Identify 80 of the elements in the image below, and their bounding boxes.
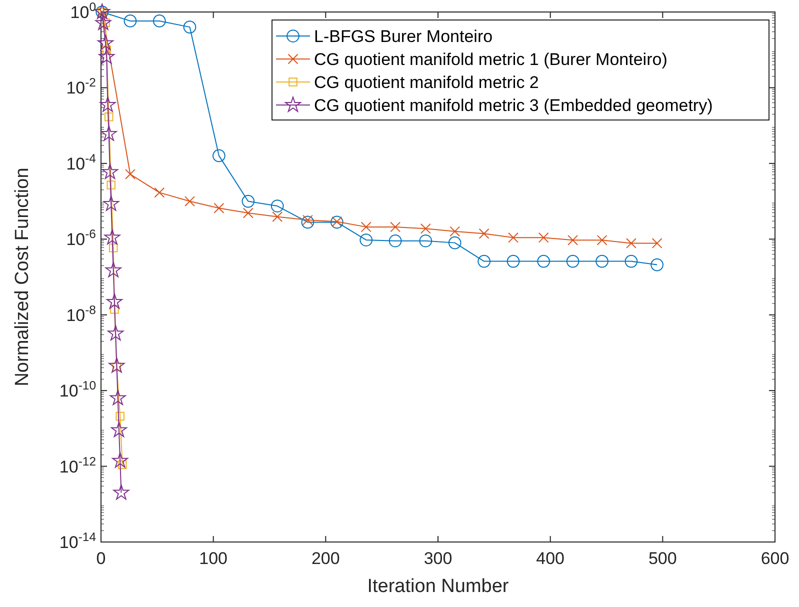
- point: [270, 200, 284, 212]
- point: [98, 48, 115, 64]
- point: [478, 254, 490, 268]
- x-axis-title: Iteration Number: [367, 576, 510, 597]
- point: [242, 194, 255, 208]
- point: [302, 214, 313, 226]
- point: [108, 357, 125, 373]
- point: [154, 187, 165, 198]
- point: [272, 212, 283, 222]
- y-tick-label: 10$^{-12}$: [59, 454, 96, 476]
- point: [118, 460, 127, 470]
- point: [110, 422, 127, 438]
- point: [108, 243, 118, 252]
- legend-label: CG quotient manifold metric 3 (Embedded geometry): [314, 96, 713, 115]
- point: [506, 254, 520, 268]
- point: [124, 168, 136, 180]
- point: [360, 234, 373, 246]
- point: [390, 222, 401, 232]
- point: [95, 14, 112, 30]
- x-tick-label: 100: [199, 549, 228, 568]
- point: [450, 226, 460, 237]
- point: [596, 254, 608, 268]
- point: [102, 164, 118, 179]
- point: [112, 452, 128, 468]
- point: [104, 112, 114, 122]
- point: [97, 34, 114, 50]
- point: [538, 232, 549, 243]
- point: [214, 202, 224, 214]
- point: [113, 484, 130, 500]
- y-tick-label: 10$^{-6}$: [66, 227, 96, 250]
- point: [102, 45, 111, 54]
- x-tick-label: 400: [536, 549, 565, 568]
- point: [242, 208, 254, 218]
- point: [106, 293, 122, 309]
- point: [184, 196, 195, 207]
- point: [124, 14, 137, 28]
- point: [596, 234, 608, 246]
- point: [448, 236, 462, 250]
- point: [301, 216, 314, 229]
- point: [626, 238, 636, 248]
- point: [116, 412, 124, 421]
- y-tick-label: 10$^{-10}$: [59, 378, 96, 401]
- y-tick-label: 10$^{-2}$: [66, 76, 96, 98]
- point: [100, 126, 117, 141]
- point: [110, 304, 119, 314]
- point: [420, 223, 431, 234]
- x-tick-label: 200: [311, 549, 340, 568]
- point: [537, 254, 550, 268]
- point: [108, 325, 124, 340]
- point: [652, 238, 662, 248]
- legend-label: CG quotient manifold metric 2: [314, 73, 539, 92]
- point: [183, 20, 196, 34]
- point: [103, 196, 120, 211]
- x-tick-label: 300: [424, 549, 452, 568]
- point: [419, 234, 432, 248]
- point: [106, 180, 116, 190]
- point: [650, 258, 664, 272]
- point: [388, 234, 402, 248]
- point: [100, 96, 116, 112]
- point: [624, 254, 638, 268]
- x-tick-label: 0: [96, 549, 106, 568]
- point: [104, 229, 120, 244]
- x-tick-label: 500: [648, 549, 677, 568]
- point: [568, 234, 578, 246]
- y-tick-label: 10$^{0}$: [70, 0, 96, 22]
- point: [566, 254, 580, 268]
- y-axis-title: Normalized Cost Function: [12, 168, 33, 386]
- legend-label: CG quotient manifold metric 1 (Burer Monteiro): [314, 50, 668, 69]
- point: [360, 222, 372, 232]
- point: [478, 228, 490, 239]
- point: [212, 149, 226, 162]
- point: [105, 262, 122, 278]
- point: [152, 14, 166, 28]
- x-tick-label: 600: [760, 549, 790, 568]
- y-tick-label: 10$^{-8}$: [66, 302, 96, 325]
- y-tick-label: 10$^{-4}$: [66, 151, 96, 174]
- y-tick-label: 10$^{-14}$: [59, 530, 96, 552]
- point: [508, 232, 518, 243]
- legend-label: L-BFGS Burer Monteiro: [314, 27, 493, 46]
- point: [110, 390, 126, 406]
